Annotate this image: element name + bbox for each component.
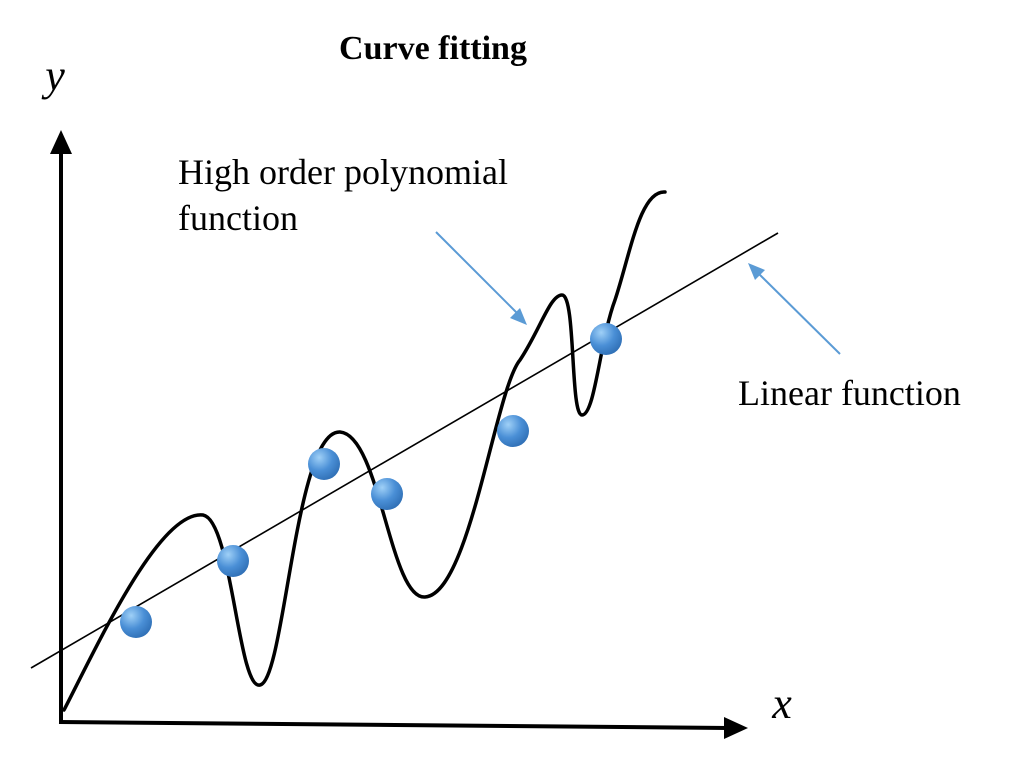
data-points xyxy=(120,323,622,638)
linear-annotation: Linear function xyxy=(738,373,961,413)
polynomial-annotation-arrow xyxy=(435,231,527,325)
polynomial-function-curve xyxy=(62,190,667,712)
data-point xyxy=(308,448,340,480)
x-axis-arrowhead xyxy=(724,717,748,739)
y-axis-label: y xyxy=(41,51,65,100)
data-point xyxy=(120,606,152,638)
diagram-title: Curve fitting xyxy=(339,30,527,67)
y-axis xyxy=(50,130,72,722)
polynomial-annotation-line1: High order polynomial xyxy=(178,152,508,192)
data-point xyxy=(217,545,249,577)
y-axis-arrowhead xyxy=(50,130,72,154)
polynomial-annotation-line2: function xyxy=(178,198,298,238)
data-point xyxy=(497,415,529,447)
x-axis xyxy=(58,717,748,739)
linear-annotation-arrow xyxy=(748,263,841,355)
linear-function-line xyxy=(30,232,779,669)
x-axis-label: x xyxy=(771,679,792,728)
data-point xyxy=(371,478,403,510)
data-point xyxy=(590,323,622,355)
